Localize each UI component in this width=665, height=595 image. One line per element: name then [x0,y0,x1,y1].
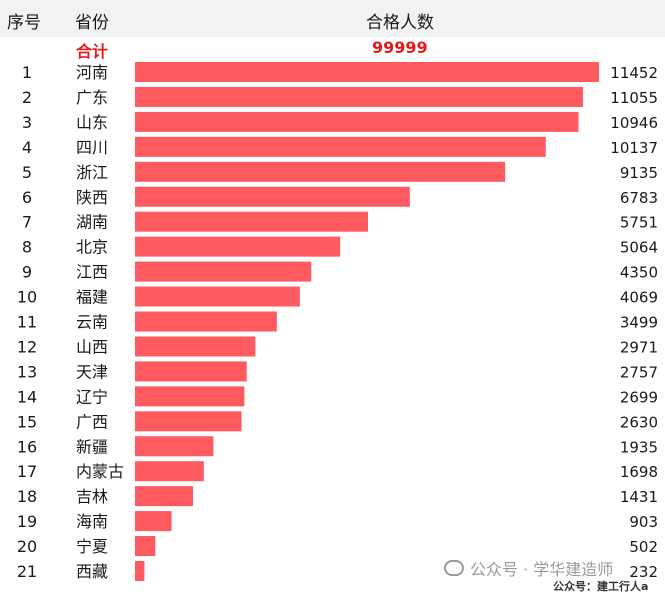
row-index: 12 [17,337,37,356]
row-index: 19 [17,512,37,531]
row-index: 15 [17,412,37,431]
row-province: 湖南 [76,213,108,232]
row-index: 13 [17,362,37,381]
row-province: 广西 [76,412,108,431]
bar [135,86,583,107]
row-index: 20 [17,537,37,556]
bar-value-label: 1431 [620,488,658,506]
row-province: 福建 [76,288,108,307]
row-index: 7 [22,213,32,232]
bar [135,536,156,557]
total-label: 合计 [76,42,109,61]
bar [135,511,172,532]
row-province: 河南 [76,63,108,82]
row-index: 3 [22,113,32,132]
bar [135,236,341,257]
bar [135,386,245,407]
row-index: 16 [17,437,37,456]
row-index: 21 [17,562,37,581]
bar [135,186,410,207]
table-header: 序号 省份 合格人数 [0,0,665,37]
bar-value-label: 903 [629,513,658,531]
row-province: 山西 [76,337,108,356]
bar-value-label: 9135 [620,164,658,182]
bar [135,261,312,282]
bar-value-label: 5751 [620,214,658,232]
wechat-icon [444,560,464,576]
row-index: 11 [17,313,37,332]
bar-value-label: 4350 [620,264,658,282]
row-province: 云南 [76,313,108,332]
row-province: 山东 [76,113,108,132]
bar [135,336,256,357]
row-index: 6 [22,188,32,207]
watermark-line1: 公众号 · 学华建造师 [444,556,613,580]
bar-value-label: 2971 [620,338,658,356]
bar [135,161,506,182]
bar-value-label: 10946 [610,114,658,132]
bar-value-label: 1698 [620,463,658,481]
watermark-text: 公众号 · 学华建造师 [470,560,614,579]
row-province: 四川 [76,138,108,157]
header-index: 序号 [7,13,41,33]
bar-value-label: 5064 [620,239,658,257]
row-province: 辽宁 [76,387,108,406]
bar [135,211,369,232]
bar [135,111,579,132]
row-province: 新疆 [76,437,108,456]
row-province: 江西 [76,263,108,282]
bar [135,411,242,432]
bar-value-label: 11055 [610,89,658,107]
bar-value-label: 502 [629,538,658,556]
watermark-line2: 公众号：建工行人a [553,580,649,593]
bar [135,361,247,382]
row-index: 10 [17,288,37,307]
row-province: 北京 [76,238,108,257]
row-province: 内蒙古 [76,462,124,481]
bar [135,436,214,457]
row-index: 9 [22,263,32,282]
header-count: 合格人数 [366,13,434,33]
bar [135,561,145,581]
row-index: 4 [22,138,32,157]
bar-value-label: 10137 [610,139,658,157]
bar-value-label: 2757 [620,363,658,381]
row-index: 8 [22,238,32,257]
row-index: 2 [22,88,32,107]
row-province: 广东 [76,88,108,107]
bar-value-label: 232 [629,563,658,581]
row-province: 陕西 [76,188,108,207]
row-index: 18 [17,487,37,506]
row-province: 浙江 [76,163,108,182]
row-index: 5 [22,163,32,182]
row-province: 宁夏 [76,537,108,556]
row-index: 17 [17,462,37,481]
bar-value-label: 2630 [620,413,658,431]
bar [135,286,300,307]
bar [135,311,277,332]
row-province: 吉林 [76,487,108,506]
bar [135,62,599,82]
bar [135,461,204,482]
bar [135,136,546,157]
bar-value-label: 6783 [620,189,658,207]
row-province: 天津 [76,362,108,381]
header-province: 省份 [75,13,109,33]
row-index: 1 [22,63,32,82]
bar-value-label: 4069 [620,289,658,307]
bar-value-label: 2699 [620,388,658,406]
bar-value-label: 1935 [620,438,658,456]
row-index: 14 [17,387,37,406]
bar-value-label: 11452 [610,64,658,82]
bar [135,486,193,507]
total-value: 99999 [372,38,428,57]
row-province: 西藏 [76,562,108,581]
bar-value-label: 3499 [620,314,658,332]
row-province: 海南 [76,512,108,531]
